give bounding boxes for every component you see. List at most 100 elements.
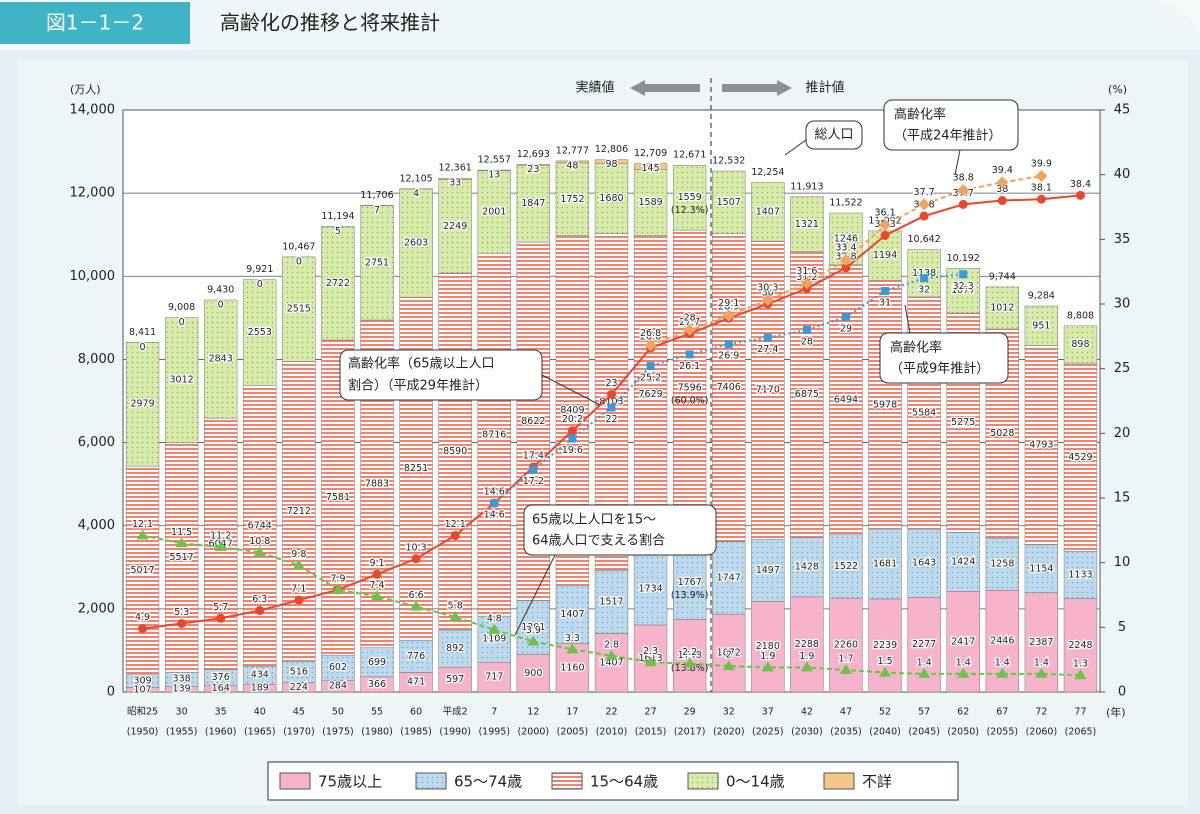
- x-tick-label: 17: [566, 707, 578, 718]
- annotation: （平成9年推計）: [890, 361, 989, 377]
- y2-tick-label: 5: [1118, 620, 1126, 635]
- marker: [957, 667, 970, 678]
- annotation: 実績値: [575, 80, 614, 96]
- line-label: 26.6: [640, 331, 661, 342]
- x-tick-label: 60: [410, 707, 422, 718]
- x-year-label: (2010): [596, 727, 628, 738]
- segment-label: 366: [368, 679, 386, 690]
- marker: [685, 350, 694, 359]
- segment-label: 951: [1032, 320, 1050, 331]
- bar-segment: [438, 666, 472, 693]
- x-year-label: (2020): [713, 727, 745, 738]
- line-label: 28: [801, 336, 813, 347]
- marker: [644, 339, 657, 352]
- bar-segment: [751, 240, 785, 540]
- x-tick-label: 29: [684, 707, 696, 718]
- legend-swatch: [415, 772, 447, 790]
- segment-label: 0: [296, 256, 302, 267]
- segment-label: 1507: [717, 197, 741, 208]
- x-tick-label: 30: [176, 707, 188, 718]
- bar-segment: [985, 286, 1019, 330]
- x-tick-label: 57: [918, 707, 930, 718]
- callout-box: [879, 332, 1009, 384]
- bar-segment: [790, 596, 824, 693]
- segment-label: 1767: [678, 577, 702, 588]
- callout-pointer: [784, 139, 807, 156]
- bar-segment: [712, 541, 746, 615]
- bar-segment: [477, 169, 511, 171]
- bar-segment: [829, 264, 863, 536]
- segment-label: 1154: [1029, 563, 1053, 574]
- bar-segment: [438, 629, 472, 668]
- segment-label: 1407: [560, 609, 584, 620]
- bar-segment: [125, 465, 160, 675]
- marker: [1075, 190, 1085, 200]
- bar-segment: [399, 639, 433, 673]
- segment-label: 2553: [248, 327, 272, 338]
- figure-number: 図1－1－2: [46, 11, 144, 35]
- bar-segment: [555, 162, 590, 236]
- line-label: 1.3: [1073, 659, 1088, 670]
- segment-label: 7581: [326, 492, 350, 503]
- total-label: 12,777: [556, 145, 589, 156]
- segment-label: 2751: [365, 257, 389, 268]
- segment-label: 0: [179, 317, 185, 328]
- segment-label: 1747: [717, 572, 741, 583]
- bar-segment: [712, 170, 746, 234]
- line-label: 11.5: [171, 527, 192, 538]
- segment-label: 8716: [482, 429, 506, 440]
- marker: [175, 537, 188, 548]
- marker: [918, 198, 931, 211]
- share-label: (12.3%): [671, 205, 709, 216]
- marker: [607, 390, 616, 400]
- legend-swatch: [687, 772, 719, 790]
- callout-pointer: [514, 554, 556, 636]
- segment-label: 13: [488, 170, 500, 181]
- x-year-label: (1965): [244, 727, 276, 738]
- line-label: 1.9: [760, 651, 775, 662]
- x-tick-label: 22: [605, 707, 617, 718]
- bar-segment: [243, 279, 277, 386]
- total-label: 12,532: [712, 156, 745, 167]
- line-label: 10.8: [249, 536, 270, 547]
- x-tick-label: 7: [491, 707, 497, 718]
- total-label: 9,284: [1028, 291, 1055, 302]
- x-tick-label: 55: [371, 707, 383, 718]
- annotation: 総人口: [814, 128, 853, 143]
- segment-label: 1138: [912, 268, 936, 279]
- x-tick-label: 62: [957, 707, 969, 718]
- line-label: 28: [684, 312, 696, 323]
- bar-segment: [516, 165, 551, 243]
- bar-segment: [1063, 362, 1098, 552]
- bar-segment: [633, 169, 668, 236]
- segment-label: 2843: [209, 354, 233, 365]
- bar-segment: [282, 361, 316, 662]
- bar-segment: [360, 647, 394, 678]
- segment-label: 1428: [795, 562, 819, 573]
- segment-label: 164: [212, 683, 230, 694]
- segment-label: 0: [140, 342, 146, 353]
- segment-label: 2001: [482, 207, 506, 218]
- total-label: 10,642: [908, 234, 941, 245]
- callout-box: [523, 504, 717, 556]
- x-year-label: (1960): [205, 727, 237, 738]
- annotation: 高齢化率: [890, 340, 942, 356]
- x-tick-label: 27: [645, 707, 657, 718]
- marker: [529, 465, 538, 474]
- line-label: 2.3: [643, 646, 658, 657]
- bar-segment: [829, 534, 863, 599]
- segment-label: 900: [524, 668, 542, 679]
- line-label: 1.7: [838, 654, 853, 665]
- marker: [646, 362, 655, 371]
- line-label: 38.4: [1070, 179, 1091, 190]
- bar-segment: [477, 615, 511, 663]
- marker: [1035, 667, 1048, 678]
- bar-segment: [594, 159, 629, 165]
- line-label: 1.4: [995, 657, 1010, 668]
- bar-segment: [321, 226, 355, 341]
- segment-label: 2417: [951, 636, 975, 647]
- segment-label: 1681: [873, 558, 897, 569]
- marker: [881, 287, 890, 296]
- segment-label: 5517: [170, 552, 194, 563]
- segment-label: 2260: [834, 640, 858, 651]
